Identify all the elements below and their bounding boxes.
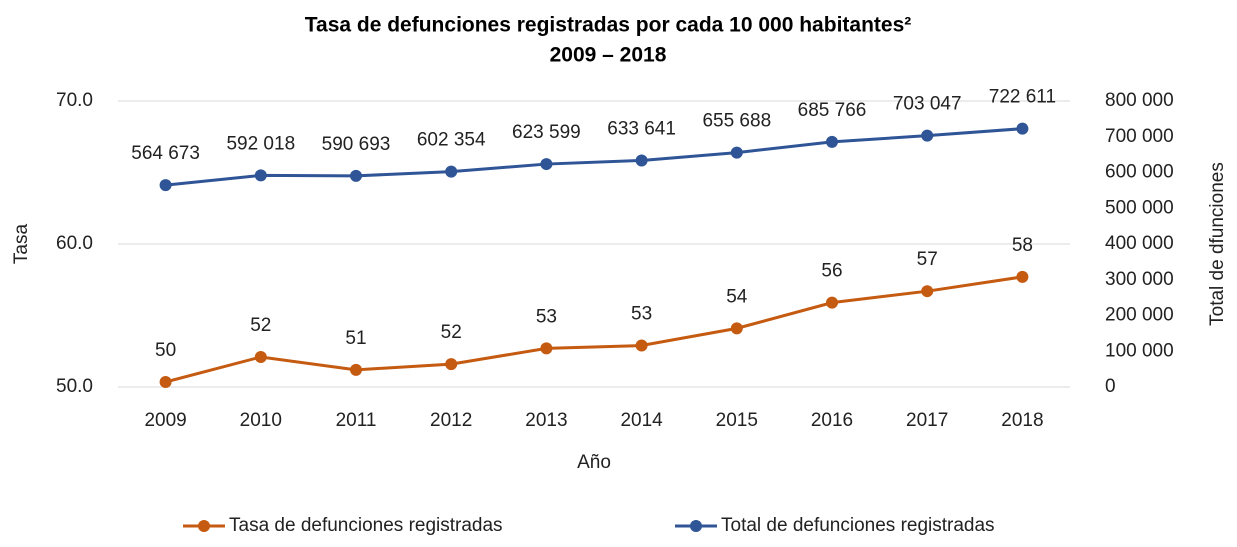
y2-tick-label: 100 000 — [1105, 340, 1174, 361]
series-line — [165, 127, 1023, 187]
y-tick-label: 50.0 — [56, 376, 93, 397]
x-axis-title: Año — [577, 452, 611, 473]
legend-label: Tasa de defunciones registradas — [229, 515, 503, 536]
legend-marker — [198, 520, 210, 532]
data-label: 722 611 — [989, 87, 1056, 108]
data-label: 57 — [917, 249, 938, 270]
x-tick-label: 2010 — [240, 410, 282, 431]
data-point — [635, 154, 648, 167]
data-point — [730, 322, 743, 335]
data-label: 655 688 — [702, 111, 771, 132]
data-label: 623 599 — [512, 122, 581, 143]
data-point — [1016, 122, 1029, 135]
data-label: 56 — [821, 261, 842, 282]
data-point — [826, 135, 838, 148]
data-label: 602 354 — [417, 130, 486, 151]
data-point — [350, 363, 362, 376]
data-point — [445, 358, 458, 371]
data-point — [159, 179, 172, 192]
data-point — [921, 285, 934, 298]
x-tick-label: 2014 — [620, 410, 663, 431]
data-label: 703 047 — [893, 94, 962, 115]
y2-tick-label: 0 — [1105, 376, 1116, 397]
x-tick-label: 2011 — [336, 410, 377, 431]
data-label: 52 — [441, 322, 462, 343]
y2-tick-label: 700 000 — [1105, 126, 1174, 147]
y2-tick-label: 400 000 — [1105, 233, 1174, 254]
data-point — [826, 296, 838, 309]
data-point — [254, 169, 267, 182]
data-label: 590 693 — [322, 134, 391, 155]
data-point — [540, 342, 553, 355]
data-point — [540, 158, 553, 171]
x-tick-label: 2012 — [430, 410, 472, 431]
data-label: 50 — [155, 340, 176, 361]
data-label: 592 018 — [226, 133, 295, 154]
data-label: 58 — [1012, 235, 1033, 256]
series-line — [165, 275, 1023, 384]
data-label: 633 641 — [607, 118, 676, 139]
x-tick-label: 2009 — [144, 410, 186, 431]
x-tick-label: 2013 — [525, 410, 567, 431]
x-tick-label: 2016 — [811, 410, 853, 431]
data-label: 51 — [345, 328, 366, 349]
data-label: 54 — [726, 286, 748, 307]
data-point — [730, 146, 743, 159]
x-tick-label: 2015 — [716, 410, 758, 431]
chart-subtitle: 2009 – 2018 — [550, 44, 667, 67]
y-tick-label: 70.0 — [56, 90, 93, 111]
y2-tick-label: 200 000 — [1105, 305, 1174, 326]
data-point — [254, 350, 267, 363]
data-point — [921, 129, 934, 142]
legend-label: Total de defunciones registradas — [721, 515, 995, 536]
legend-marker — [690, 520, 702, 532]
y2-tick-label: 300 000 — [1105, 269, 1174, 290]
data-point — [445, 165, 458, 178]
data-label: 53 — [631, 304, 652, 325]
y2-tick-label: 600 000 — [1105, 162, 1174, 183]
data-point — [1016, 270, 1029, 283]
x-tick-label: 2018 — [1001, 410, 1043, 431]
data-label: 52 — [250, 315, 271, 336]
data-label: 53 — [536, 306, 557, 327]
data-point — [635, 339, 648, 352]
x-tick-label: 2017 — [906, 410, 948, 431]
y-tick-label: 60.0 — [56, 233, 93, 254]
y2-tick-label: 500 000 — [1105, 197, 1174, 218]
data-point — [159, 375, 172, 388]
data-point — [350, 169, 362, 182]
data-label: 685 766 — [798, 100, 867, 121]
y2-axis-title: Total de dfunciones — [1207, 162, 1228, 326]
data-label: 564 673 — [131, 143, 200, 164]
y2-tick-label: 800 000 — [1105, 90, 1174, 111]
y-axis-title: Tasa — [11, 224, 32, 265]
chart-title: Tasa de defunciones registradas por cada… — [305, 14, 912, 37]
